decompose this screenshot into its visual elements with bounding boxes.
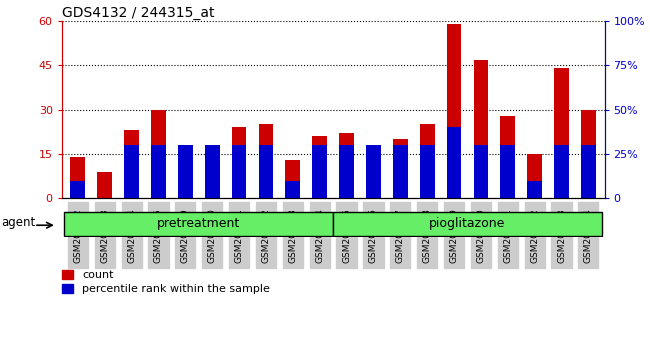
Text: agent: agent bbox=[1, 216, 36, 229]
Bar bbox=[527, 154, 542, 198]
Bar bbox=[151, 110, 166, 198]
Legend: count, percentile rank within the sample: count, percentile rank within the sample bbox=[58, 266, 274, 298]
Bar bbox=[285, 160, 300, 198]
Text: GDS4132 / 244315_at: GDS4132 / 244315_at bbox=[62, 6, 214, 20]
Bar bbox=[581, 145, 596, 198]
Bar bbox=[124, 130, 139, 198]
Bar bbox=[339, 133, 354, 198]
FancyBboxPatch shape bbox=[333, 212, 602, 236]
Bar bbox=[393, 145, 408, 198]
Bar bbox=[420, 145, 435, 198]
Bar bbox=[124, 145, 139, 198]
Bar bbox=[500, 116, 515, 198]
Bar bbox=[393, 139, 408, 198]
Bar bbox=[473, 59, 488, 198]
Bar bbox=[366, 160, 381, 198]
Bar bbox=[285, 181, 300, 198]
Bar bbox=[447, 24, 461, 198]
Bar bbox=[312, 145, 327, 198]
Bar bbox=[312, 136, 327, 198]
FancyBboxPatch shape bbox=[64, 212, 333, 236]
Bar bbox=[447, 127, 461, 198]
Bar bbox=[581, 110, 596, 198]
Bar bbox=[98, 172, 112, 198]
Text: pioglitazone: pioglitazone bbox=[429, 217, 506, 230]
Bar bbox=[259, 125, 274, 198]
Bar bbox=[259, 145, 274, 198]
Bar bbox=[420, 125, 435, 198]
Bar bbox=[205, 145, 220, 198]
Bar bbox=[151, 145, 166, 198]
Bar bbox=[205, 157, 220, 198]
Bar bbox=[366, 145, 381, 198]
Bar bbox=[527, 181, 542, 198]
Bar bbox=[178, 145, 193, 198]
Bar bbox=[231, 145, 246, 198]
Bar bbox=[500, 145, 515, 198]
Bar bbox=[70, 181, 85, 198]
Text: pretreatment: pretreatment bbox=[157, 217, 240, 230]
Bar bbox=[70, 157, 85, 198]
Bar bbox=[178, 151, 193, 198]
Bar bbox=[554, 68, 569, 198]
Bar bbox=[231, 127, 246, 198]
Bar bbox=[339, 145, 354, 198]
Bar bbox=[473, 145, 488, 198]
Bar bbox=[554, 145, 569, 198]
